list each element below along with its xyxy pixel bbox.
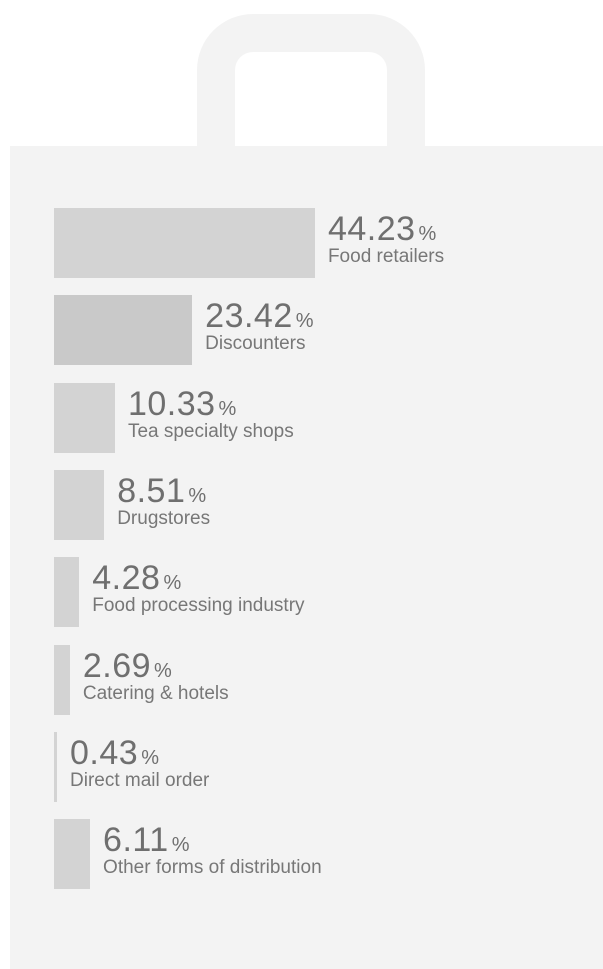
bar-label-group: 0.43% Direct mail order	[70, 732, 209, 792]
bar	[54, 644, 70, 715]
data-label: 4.28%	[92, 557, 304, 599]
data-label-value: 8.51	[117, 471, 186, 510]
bar-label-group: 2.69% Catering & hotels	[83, 645, 229, 705]
bar-label-group: 10.33% Tea specialty shops	[128, 383, 294, 443]
bar	[54, 469, 105, 540]
data-label: 0.43%	[70, 732, 209, 774]
data-label-unit: %	[295, 310, 314, 333]
bar	[54, 208, 315, 278]
bar	[54, 819, 90, 890]
data-label: 6.11%	[103, 819, 322, 861]
data-label-value: 0.43	[70, 733, 139, 772]
bar	[54, 295, 193, 366]
bar-label-group: 4.28% Food processing industry	[92, 557, 304, 617]
category-label: Food processing industry	[92, 595, 305, 617]
data-label-value: 2.69	[82, 646, 152, 685]
data-label-unit: %	[141, 746, 159, 769]
data-label-value: 44.23	[327, 210, 416, 248]
bar-label-group: 23.42% Discounters	[205, 295, 313, 355]
data-label: 23.42%	[205, 295, 313, 337]
data-label: 2.69%	[83, 645, 229, 687]
data-label-unit: %	[418, 223, 437, 245]
data-label-unit: %	[171, 834, 190, 857]
data-label-unit: %	[154, 659, 172, 682]
category-label: Tea specialty shops	[127, 420, 294, 442]
bar-label-group: 44.23% Food retailers	[328, 208, 444, 268]
category-label: Catering & hotels	[82, 682, 229, 704]
data-label: 44.23%	[328, 208, 444, 250]
category-label: Other forms of distribution	[103, 857, 322, 879]
bag-body-background	[10, 146, 603, 969]
data-label-unit: %	[218, 397, 237, 420]
category-label: Food retailers	[327, 246, 445, 267]
bar	[54, 557, 80, 628]
data-label-value: 4.28	[92, 559, 161, 598]
bar	[54, 731, 57, 802]
data-label: 10.33%	[128, 383, 294, 425]
data-label-value: 6.11	[103, 821, 169, 860]
bar-label-group: 8.51% Drugstores	[117, 470, 210, 530]
data-label-value: 23.42	[205, 297, 293, 336]
category-label: Drugstores	[117, 507, 211, 529]
category-label: Discounters	[205, 333, 306, 355]
data-label-unit: %	[163, 572, 182, 595]
data-label-value: 10.33	[127, 384, 216, 423]
bar-label-group: 6.11% Other forms of distribution	[103, 819, 322, 879]
category-label: Direct mail order	[70, 769, 210, 791]
bar	[54, 382, 115, 453]
data-label: 8.51%	[117, 470, 210, 512]
data-label-unit: %	[188, 484, 207, 507]
